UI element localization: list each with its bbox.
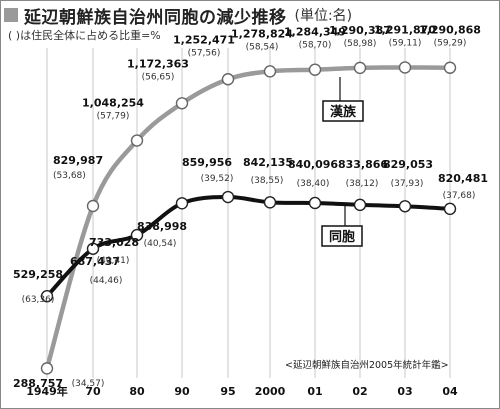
han-value-label-4: 1,252,471 [173, 33, 235, 46]
han-value-label-6: 1,284,349 [284, 26, 346, 39]
korean-point-2 [130, 228, 144, 242]
korean-value-label-8: 829,053 [383, 158, 433, 171]
series-line-korean [45, 195, 451, 298]
source-note: <延辺朝鮮族自治州2005年統計年鑑> [285, 360, 449, 371]
korean-point-1 [86, 242, 100, 255]
korean-share-label-9: (37,68) [443, 191, 476, 201]
han-value-label-3: 1,172,363 [127, 57, 189, 70]
korean-value-label-1: 687,437 [70, 255, 120, 268]
han-point-0 [40, 362, 54, 375]
han-value-label-0: 288,757 [13, 377, 63, 390]
korean-share-label-3: (40,54) [144, 239, 177, 249]
chart-subtitle: ( )は住民全体に占める比重=% [8, 29, 161, 42]
korean-value-label-0: 529,258 [13, 268, 63, 281]
han-point-9 [443, 61, 457, 74]
chart-unit: (単位:名) [294, 8, 353, 24]
han-share-label-8: (59,11) [389, 38, 422, 48]
korean-series-label: 同胞 [329, 229, 355, 245]
han-point-3 [175, 97, 189, 110]
han-point-8 [398, 61, 412, 74]
korean-share-label-5: (38,55) [251, 176, 284, 186]
han-share-label-3: (56,65) [142, 72, 175, 82]
korean-value-label-4: 859,956 [182, 156, 232, 169]
korean-point-8 [398, 200, 412, 213]
korean-value-label-7: 833,866 [338, 158, 388, 171]
korean-value-label-2: 733,028 [89, 236, 139, 249]
x-tick-label-7: 02 [352, 385, 367, 398]
x-tick-label-5: 2000 [255, 385, 286, 398]
korean-point-4 [221, 190, 235, 204]
korean-share-label-1: (44,46) [90, 276, 123, 286]
korean-point-7 [353, 198, 367, 212]
han-share-label-5: (58,54) [246, 42, 279, 52]
korean-value-label-9: 820,481 [438, 172, 488, 185]
chart-title: 延辺朝鮮族自治州同胞の減少推移 [24, 7, 287, 28]
han-point-2 [130, 134, 144, 147]
han-point-6 [308, 63, 322, 76]
han-point-1 [86, 199, 100, 213]
x-tick-label-1: 70 [85, 385, 101, 398]
x-tick-label-6: 01 [307, 385, 322, 398]
chart-header: 延辺朝鮮族自治州同胞の減少推移 (単位:名) [4, 3, 353, 28]
han-share-label-4: (57,56) [188, 48, 221, 58]
korean-value-label-6: 840,096 [288, 158, 338, 171]
han-series-label: 漢族 [330, 104, 357, 120]
korean-share-label-2: (40,41) [97, 256, 130, 266]
header-square-icon [4, 8, 18, 22]
korean-share-label-7: (38,12) [346, 179, 379, 189]
han-share-label-0: (34,57) [72, 379, 105, 389]
han-point-7 [353, 61, 367, 75]
korean-callout-box [321, 225, 363, 247]
korean-value-label-3: 838,998 [137, 220, 187, 233]
han-value-label-7: 1,290,387 [329, 24, 391, 37]
korean-share-label-0: (63,36) [22, 295, 55, 305]
han-value-label-9: 1,290,868 [419, 24, 481, 37]
korean-point-0 [40, 290, 54, 303]
x-tick-label-2: 80 [129, 385, 145, 398]
korean-point-5 [263, 196, 277, 209]
han-share-label-7: (58,98) [344, 39, 377, 49]
han-share-label-6: (58,70) [299, 41, 332, 51]
han-value-label-8: 1,291,870 [374, 23, 436, 36]
han-share-label-9: (59,29) [434, 39, 467, 49]
korean-share-label-4: (39,52) [201, 174, 234, 184]
korean-share-label-8: (37,93) [391, 179, 424, 189]
x-tick-label-4: 95 [220, 385, 235, 398]
han-value-label-1: 829,987 [53, 154, 103, 167]
han-share-label-1: (53,68) [53, 171, 86, 181]
han-callout-box [322, 100, 364, 122]
han-value-label-5: 1,278,824 [231, 27, 293, 40]
han-point-4 [221, 73, 235, 86]
korean-point-6 [308, 196, 322, 210]
han-point-5 [263, 65, 277, 78]
x-tick-label-9: 04 [442, 385, 458, 398]
han-value-label-2: 1,048,254 [82, 97, 144, 110]
x-tick-label-3: 90 [174, 385, 190, 398]
korean-point-9 [443, 202, 457, 216]
korean-point-3 [175, 197, 189, 210]
x-tick-label-0: 1949年 [26, 384, 68, 398]
korean-share-label-6: (38,40) [297, 179, 330, 189]
x-tick-label-8: 03 [397, 385, 412, 398]
korean-value-label-5: 842,135 [243, 156, 293, 169]
han-share-label-2: (57,79) [97, 112, 130, 122]
